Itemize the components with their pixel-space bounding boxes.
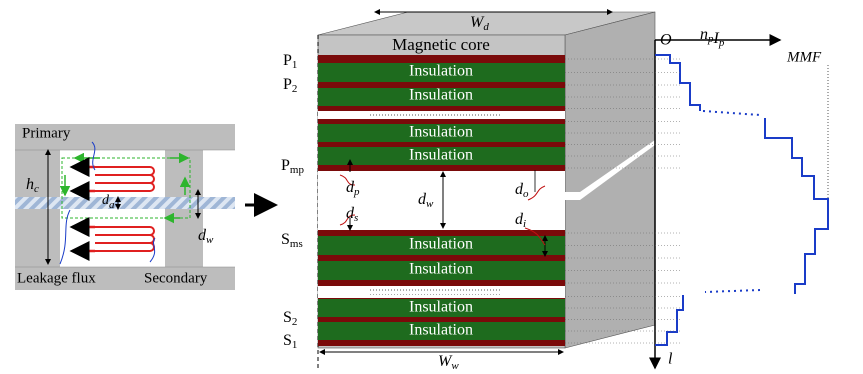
left-panel xyxy=(15,124,235,290)
gap xyxy=(318,111,565,119)
label-sub: 1 xyxy=(292,59,298,71)
gap xyxy=(318,286,565,294)
insulation-label: Insulation xyxy=(409,261,473,278)
label-base: n xyxy=(700,26,708,43)
figure: PrimaryhcdadwLeakage fluxSecondaryWdMagn… xyxy=(0,0,863,374)
label-sub: 2 xyxy=(292,316,298,328)
label-base: S xyxy=(281,231,290,248)
s2-label: S2 xyxy=(283,309,297,328)
p2-label: P2 xyxy=(283,76,297,95)
insulation-label: Insulation xyxy=(409,236,473,253)
label-base: P xyxy=(281,157,290,174)
insulation-label: Insulation xyxy=(409,124,473,141)
layer xyxy=(318,165,565,171)
insulation-label: Insulation xyxy=(409,322,473,339)
layer xyxy=(318,106,565,111)
label-sub: 2 xyxy=(292,83,298,95)
insulation-label: Insulation xyxy=(409,147,473,164)
layer xyxy=(318,280,565,286)
label-sub: s xyxy=(354,212,358,224)
l-axis-label: l xyxy=(668,351,673,368)
label-base: S xyxy=(283,309,292,326)
label-sub: i xyxy=(523,218,526,230)
label-sub: d xyxy=(483,21,489,33)
secondary-label: Secondary xyxy=(144,270,208,286)
origin-label: O xyxy=(660,32,672,49)
label-base: P xyxy=(283,52,292,69)
label-sub: 1 xyxy=(292,339,298,351)
label-sub: mp xyxy=(290,164,305,176)
insulation-label: Insulation xyxy=(409,87,473,104)
label-base: h xyxy=(26,176,34,193)
insulation-label: Insulation xyxy=(409,299,473,316)
label-sub: c xyxy=(34,183,39,195)
p1-label: P1 xyxy=(283,52,297,71)
label-sub: p xyxy=(353,186,360,198)
layer xyxy=(318,340,565,346)
insulation-label: Insulation xyxy=(409,63,473,80)
label-base: P xyxy=(283,76,292,93)
label-sub: p xyxy=(718,37,725,49)
pmp-label: Pmp xyxy=(281,157,304,176)
label-sub: w xyxy=(206,234,214,246)
label-sub: o xyxy=(523,188,529,200)
main-block xyxy=(318,12,655,370)
label-sub: w xyxy=(451,360,459,372)
mmf-label: MMF xyxy=(786,49,822,65)
label-sub: a xyxy=(109,199,115,211)
sms-label: Sms xyxy=(281,231,303,250)
label-base: S xyxy=(283,332,292,349)
primary-label: Primary xyxy=(22,125,71,141)
leakage-flux-label: Leakage flux xyxy=(17,270,96,286)
mmf-axis-label: npIp xyxy=(700,26,725,49)
core-label: Magnetic core xyxy=(392,35,490,54)
s1-label: S1 xyxy=(283,332,297,351)
label-sub: ms xyxy=(290,238,303,250)
ww-label: Ww xyxy=(438,353,459,372)
label-sub: w xyxy=(426,198,434,210)
